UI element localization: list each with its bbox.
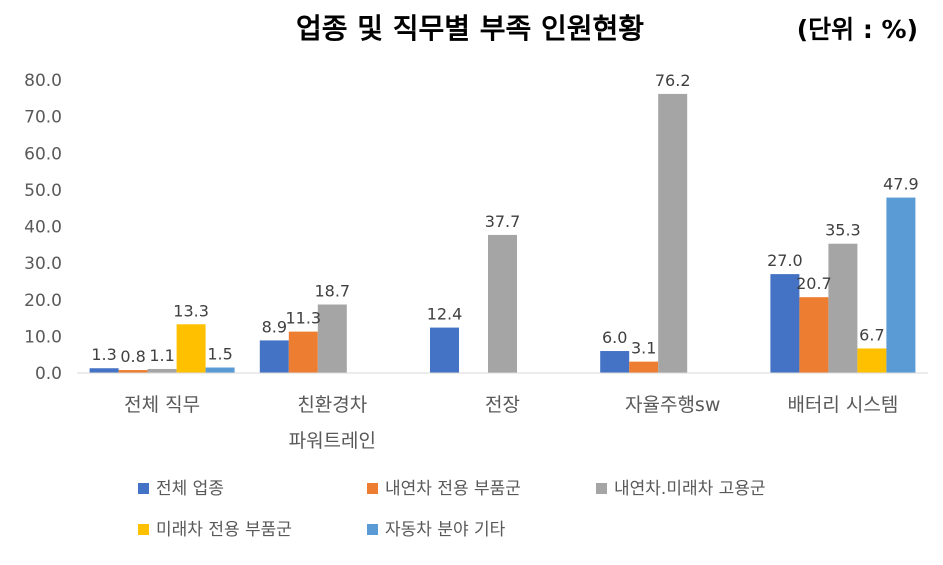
bar-4-5 [857, 348, 887, 373]
data-label: 18.7 [314, 282, 350, 301]
y-tick-label: 60.0 [24, 144, 62, 164]
data-label: 6.7 [859, 325, 884, 344]
bar-3-4 [658, 93, 688, 373]
legend-item: 내연차 전용 부품군 [367, 479, 521, 499]
data-label: 12.4 [427, 305, 463, 324]
data-label: 1.1 [149, 346, 174, 365]
bar-2-2 [288, 331, 318, 373]
bar-4-1 [176, 324, 206, 373]
y-tick-label: 0.0 [35, 364, 62, 384]
data-label: 37.7 [485, 212, 521, 231]
legend-label: 전체 업종 [156, 479, 224, 499]
bar-1-5 [770, 274, 800, 373]
x-tick-label: 전장 [485, 394, 520, 416]
y-tick-label: 20.0 [24, 291, 62, 311]
legend-swatch [138, 483, 149, 494]
data-label: 13.3 [173, 301, 209, 320]
x-tick-label: 친환경차 [297, 394, 367, 416]
y-tick-label: 30.0 [24, 254, 62, 274]
bar-1-1 [89, 368, 119, 373]
data-label: 35.3 [825, 221, 861, 240]
data-label: 11.3 [285, 309, 321, 328]
data-label: 27.0 [767, 251, 803, 270]
data-label: 20.7 [796, 274, 832, 293]
legend-item: 전체 업종 [138, 479, 224, 499]
x-tick-label: 자율주행sw [625, 394, 720, 416]
data-label: 3.1 [631, 339, 656, 358]
bar-3-1 [147, 368, 177, 373]
legend-label: 미래차 전용 부품군 [156, 520, 292, 540]
data-label: 8.9 [262, 317, 287, 336]
data-label: 1.3 [91, 345, 116, 364]
bar-1-3 [430, 327, 459, 373]
bar-3-3 [488, 234, 517, 373]
legend-label: 자동차 분야 기타 [385, 520, 506, 540]
y-tick-label: 50.0 [24, 181, 62, 201]
bar-series-group [89, 93, 916, 373]
data-label: 0.8 [120, 347, 145, 366]
legend-swatch [138, 524, 149, 535]
x-tick-label: 파워트레인 [289, 430, 376, 452]
y-tick-label: 70.0 [24, 108, 62, 128]
bar-2-1 [118, 370, 148, 373]
y-tick-label: 40.0 [24, 218, 62, 238]
bar-2-5 [799, 297, 829, 373]
data-label-group: 1.3 0.8 1.1 13.3 1.5 8.911.3 18.7 12.4 37.7 6.03.… [91, 71, 918, 366]
x-tick-label: 배터리 시스템 [787, 394, 898, 416]
legend-item: 미래차 전용 부품군 [138, 520, 292, 540]
bar-5-1 [205, 367, 235, 373]
y-tick-label: 10.0 [24, 327, 62, 347]
data-label: 76.2 [655, 71, 691, 90]
unit-label: (단위 : %) [797, 15, 918, 44]
chart-title: 업종 및 직무별 부족 인원현황 [296, 12, 644, 45]
bar-5-5 [886, 197, 916, 373]
legend-item: 내연차.미래차 고용군 [596, 479, 766, 499]
x-tick-label: 전체 직무 [124, 394, 200, 416]
legend-label: 내연차.미래차 고용군 [614, 479, 766, 499]
y-tick-label: 80.0 [24, 71, 62, 91]
legend-label: 내연차 전용 부품군 [385, 479, 521, 499]
bar-1-2 [259, 340, 289, 373]
legend-swatch [367, 483, 378, 494]
legend-swatch [596, 483, 607, 494]
data-label: 6.0 [602, 328, 627, 347]
bar-3-2 [317, 304, 347, 373]
legend-item: 자동차 분야 기타 [367, 520, 506, 540]
legend-swatch [367, 524, 378, 535]
bar-2-4 [629, 361, 659, 373]
bar-3-5 [828, 243, 858, 373]
bar-1-4 [600, 351, 630, 373]
data-label: 47.9 [883, 175, 919, 194]
y-axis: 0.0 10.0 20.0 30.0 40.0 50.0 60.0 70.0 80.0 [24, 71, 62, 384]
data-label: 1.5 [207, 345, 232, 364]
